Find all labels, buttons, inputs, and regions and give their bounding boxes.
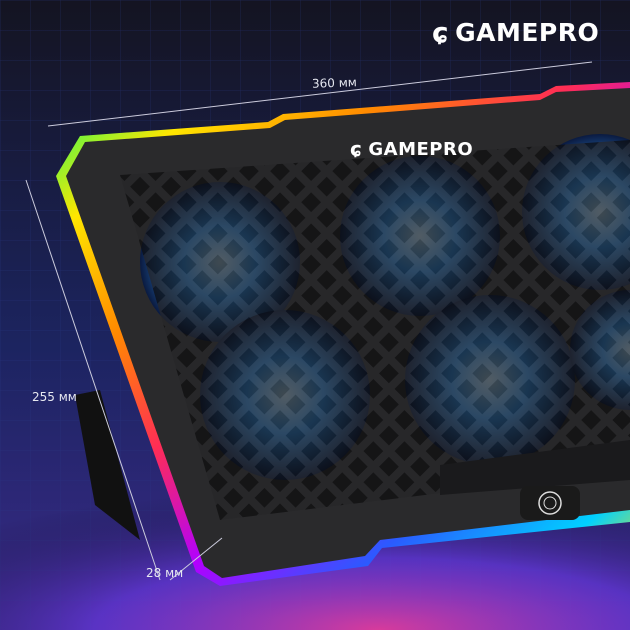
height-dimension-line — [169, 537, 223, 581]
device-logo: ɕ GAMEPRO — [350, 137, 473, 161]
width-label: 360 мм — [311, 75, 358, 91]
depth-dimension-line — [25, 179, 161, 581]
width-dimension-line — [47, 61, 593, 127]
depth-label: 255 мм — [32, 390, 77, 404]
fingerprint-button-icon[interactable] — [538, 491, 562, 515]
laptop-stopper — [440, 440, 630, 495]
control-panel — [520, 486, 580, 520]
gamepro-logo-icon: ɕ — [350, 137, 363, 161]
gamepro-logo-icon: ɕ — [432, 16, 450, 49]
height-label: 28 мм — [146, 566, 184, 580]
brand-logo-text: GAMEPRO — [455, 18, 600, 47]
stand-leg — [75, 390, 140, 540]
brand-logo: ɕ GAMEPRO — [432, 16, 599, 49]
device-logo-text: GAMEPRO — [368, 138, 474, 160]
